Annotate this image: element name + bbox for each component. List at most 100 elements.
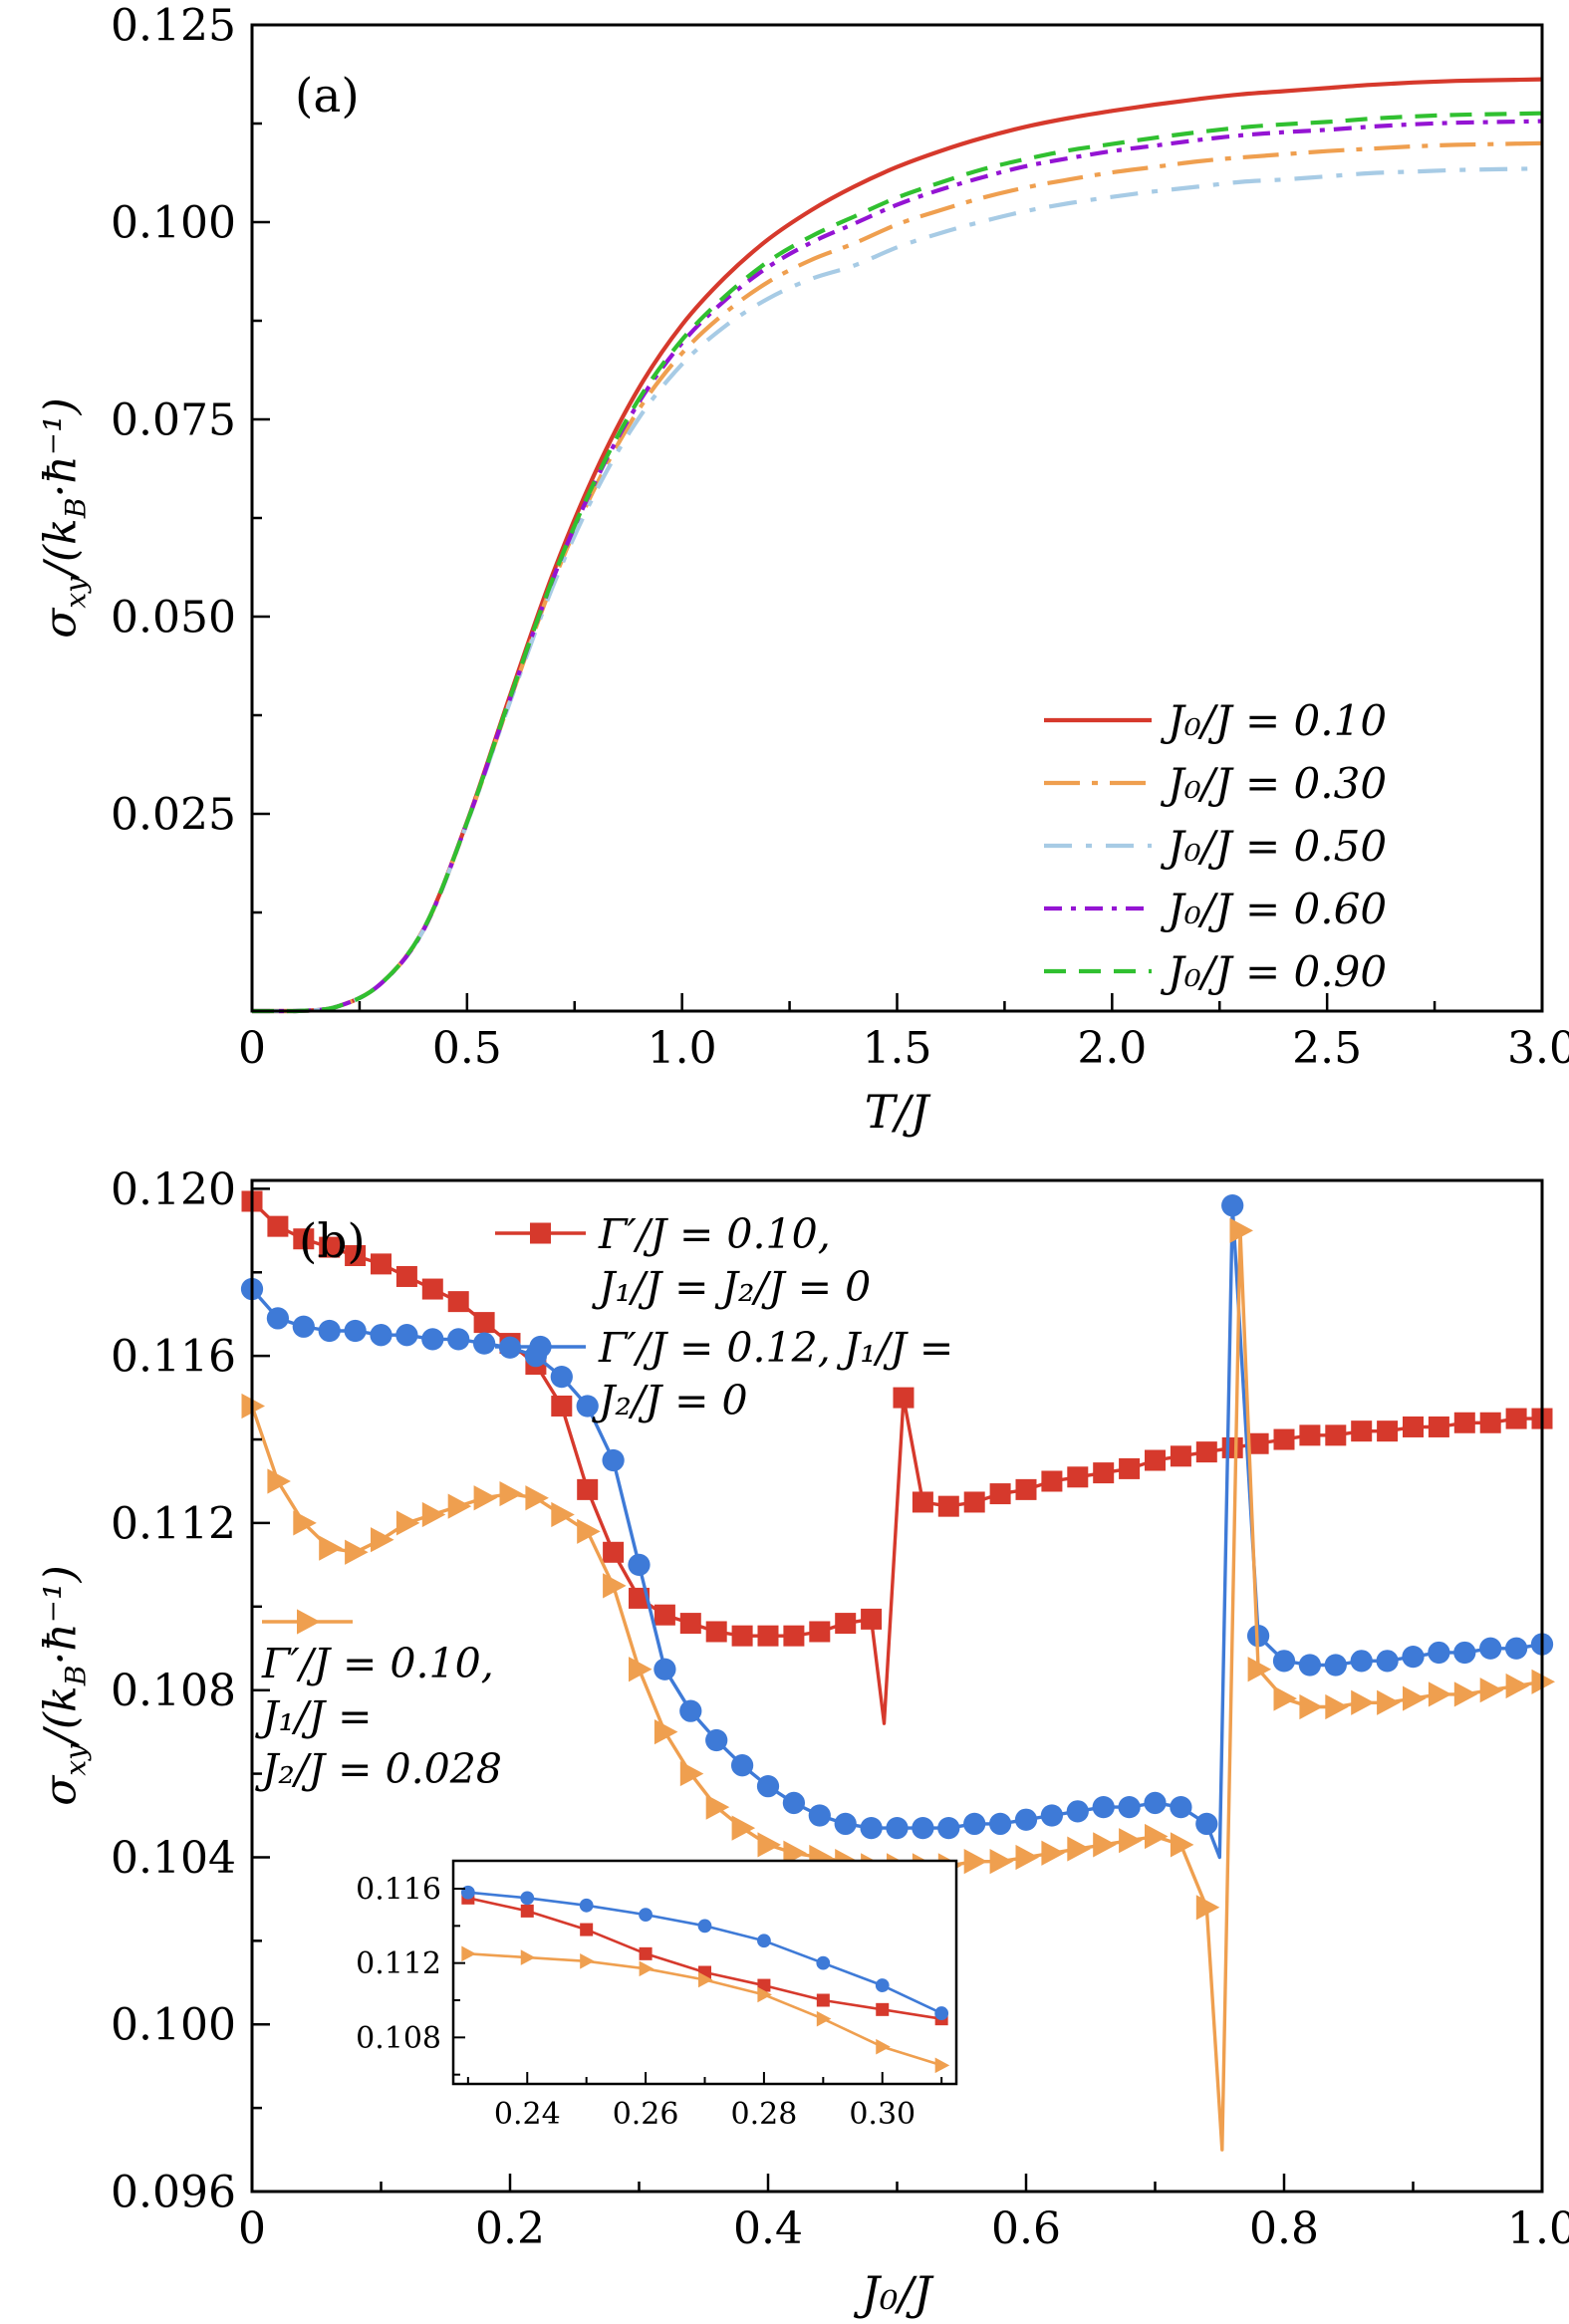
triangle-right-marker (783, 1840, 807, 1866)
ylabel-sub: xy (59, 1743, 93, 1776)
legend-label: Γ′/J = 0.10, (598, 1210, 831, 1258)
ylabel-sub: B (59, 1665, 93, 1686)
triangle-right-marker (1247, 1657, 1272, 1682)
triangle-right-marker (447, 1493, 472, 1519)
circle-marker (705, 1728, 728, 1752)
square-marker (447, 1291, 469, 1313)
triangle-right-marker (1015, 1844, 1040, 1871)
legend-label: Γ′/J = 0.12, J₁/J = (598, 1324, 953, 1372)
triangle-right-marker (934, 2057, 950, 2074)
triangle-right-marker (757, 1832, 782, 1858)
triangle-right-marker (1229, 1217, 1253, 1243)
y-tick-label: 0.075 (111, 394, 236, 445)
circle-marker (816, 1955, 831, 1970)
legend-label: J₀/J = 0.30 (1160, 759, 1387, 808)
circle-marker (421, 1328, 444, 1351)
triangle-right-marker (654, 1719, 678, 1745)
circle-marker (912, 1816, 934, 1840)
panel-a-legend: J₀/J = 0.10 J₀/J = 0.30 J₀/J = 0.50 J₀/J = … (1044, 696, 1387, 996)
legend-label: J₂/J = 0 (592, 1377, 748, 1424)
circle-marker (1504, 1637, 1528, 1660)
square-marker (1093, 1462, 1115, 1484)
triangle-right-marker (577, 1518, 601, 1544)
panel-b-series-line-blue (250, 1203, 1543, 1860)
triangle-right-marker (1377, 1689, 1401, 1715)
circle-marker (520, 1891, 535, 1906)
x-tick-label: 1.5 (863, 1023, 932, 1074)
triangle-right-marker (731, 1815, 756, 1841)
square-marker (371, 1253, 392, 1275)
triangle-right-marker (1453, 1681, 1478, 1707)
x-tick-label: 0.30 (849, 2097, 915, 2132)
square-marker (876, 2002, 890, 2016)
circle-marker (1195, 1812, 1218, 1836)
y-tick-label: 0.025 (111, 789, 236, 840)
square-marker (783, 1625, 805, 1647)
legend-label: J₁/J = J₂/J = 0 (592, 1263, 871, 1311)
circle-marker (1402, 1646, 1425, 1669)
circle-marker (808, 1804, 831, 1827)
square-marker (1351, 1420, 1373, 1442)
triangle-right-marker (639, 1960, 654, 1977)
triangle-right-marker (1170, 1832, 1194, 1858)
circle-marker (1221, 1194, 1244, 1217)
circle-marker (697, 1919, 712, 1934)
square-marker (1247, 1432, 1269, 1454)
square-marker (1119, 1457, 1141, 1479)
y-tick-label: 0.100 (111, 197, 236, 248)
legend-label: J₀/J = 0.90 (1160, 947, 1387, 996)
triangle-right-marker (345, 1539, 369, 1565)
triangle-right-marker (461, 1945, 476, 1962)
circle-marker (757, 1934, 771, 1948)
circle-marker (860, 1816, 883, 1840)
triangle-right-marker (1505, 1673, 1530, 1699)
y-tick-label: 0.104 (111, 1833, 236, 1884)
triangle-right-marker (1119, 1828, 1143, 1854)
triangle-right-marker (473, 1485, 498, 1511)
circle-marker (1144, 1791, 1167, 1815)
square-marker (963, 1491, 985, 1513)
panel-b-series-line-red (250, 1199, 1542, 1725)
x-tick-label: 3.0 (1507, 1023, 1569, 1074)
triangle-right-marker (580, 1953, 595, 1969)
y-tick-label: 0.050 (111, 592, 236, 643)
x-tick-label: 0.2 (475, 2203, 545, 2254)
circle-marker (934, 2006, 949, 2020)
legend-triangle-right-marker (297, 1609, 321, 1635)
panel-b-legend-red: Γ′/J = 0.10, J₁/J = J₂/J = 0 (495, 1210, 871, 1311)
square-marker (551, 1395, 573, 1417)
circle-marker (875, 1978, 890, 1992)
legend-label: J₀/J = 0.10 (1160, 696, 1387, 745)
square-marker (1273, 1428, 1295, 1450)
triangle-right-marker (319, 1535, 343, 1561)
x-tick-label: 2.5 (1292, 1023, 1362, 1074)
ylabel-part: σ (35, 1775, 87, 1806)
x-tick-label: 1.0 (648, 1023, 717, 1074)
legend-label: J₀/J = 0.50 (1160, 822, 1387, 871)
legend-square-marker (530, 1222, 551, 1244)
circle-marker (1272, 1650, 1296, 1673)
y-tick-label: 0.116 (111, 1332, 236, 1383)
square-marker (1299, 1424, 1321, 1446)
triangle-right-marker (1093, 1832, 1117, 1858)
legend-label: J₁/J = (255, 1692, 373, 1740)
square-marker (1145, 1449, 1166, 1471)
x-tick-label: 0.8 (1249, 2203, 1319, 2254)
ylabel-part: ·ħ⁻¹) (35, 397, 87, 498)
square-marker (861, 1608, 883, 1630)
circle-marker (1376, 1650, 1399, 1673)
circle-marker (639, 1908, 653, 1923)
y-tick-label: 0.096 (111, 2167, 236, 2217)
square-marker (1325, 1424, 1347, 1446)
square-marker (757, 1625, 779, 1647)
square-marker (1377, 1420, 1399, 1442)
triangle-right-marker (1273, 1685, 1298, 1711)
ylabel-part: ·ħ⁻¹) (35, 1565, 87, 1666)
circle-marker (1040, 1804, 1064, 1827)
panel-b-y-axis-label: σxy/(kB·ħ⁻¹) (36, 1565, 93, 1806)
square-marker (1453, 1412, 1475, 1433)
circle-marker (318, 1319, 341, 1343)
triangle-right-marker (1403, 1685, 1427, 1711)
y-tick-label: 0.108 (356, 2021, 441, 2056)
